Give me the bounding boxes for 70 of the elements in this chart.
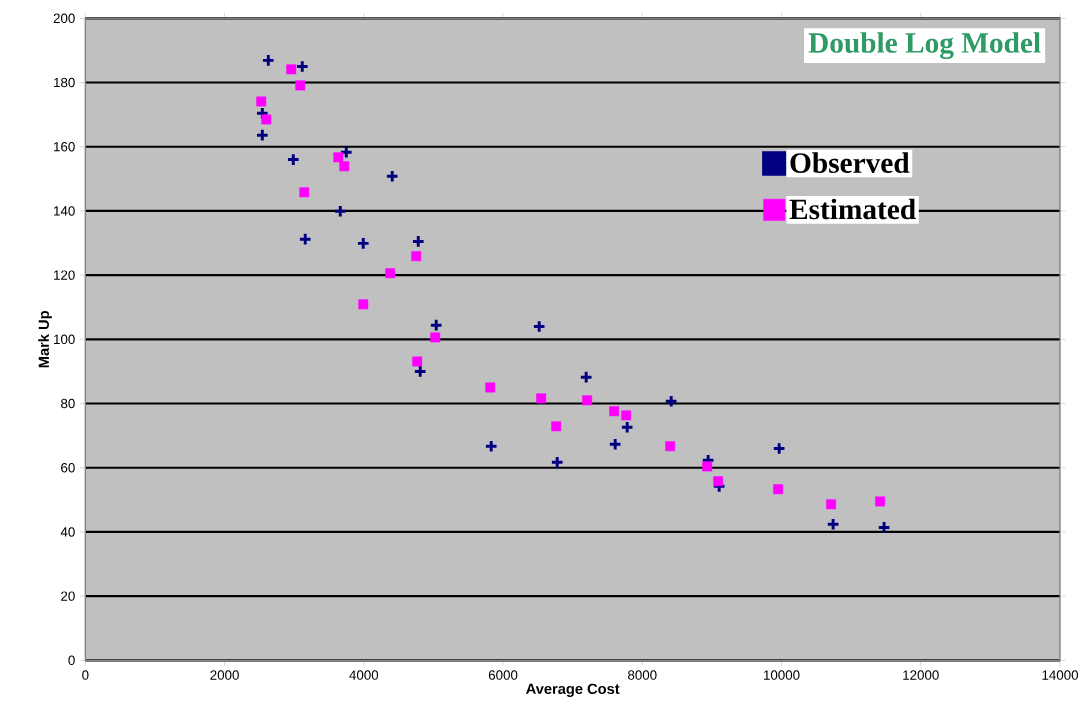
point [356, 236, 371, 251]
x-tick-label: 12000 [903, 670, 939, 680]
point [579, 370, 593, 384]
y-tick-label: 160 [54, 142, 75, 152]
y-tick-label: 140 [54, 206, 75, 216]
point [261, 53, 276, 68]
point [772, 441, 786, 456]
point [333, 204, 348, 219]
point [255, 128, 270, 142]
y-tick-label: 40 [60, 527, 75, 537]
point [411, 234, 426, 249]
point [665, 441, 676, 452]
point [773, 484, 784, 495]
point [875, 496, 886, 507]
point [298, 232, 313, 246]
point [620, 420, 634, 435]
point [536, 393, 547, 404]
point [385, 268, 396, 279]
y-tick-label: 20 [61, 591, 75, 601]
point [702, 461, 713, 472]
x-tick-label: 14000 [1042, 670, 1079, 680]
x-tick-label: 2000 [210, 670, 239, 680]
point [532, 319, 546, 334]
annotation: Double Log Model [808, 32, 1041, 60]
x-tick-label: 4000 [349, 670, 379, 680]
point [826, 517, 840, 532]
point [295, 80, 306, 91]
y-tick-label: 60 [61, 463, 75, 473]
point [299, 187, 310, 198]
point [385, 169, 400, 184]
legend-label: Observed [790, 152, 910, 173]
point [429, 318, 444, 332]
point [608, 437, 623, 452]
y-tick-label: 80 [61, 398, 75, 409]
y-tick-label: 100 [54, 334, 75, 345]
x-tick-label: 8000 [628, 670, 657, 680]
point [877, 520, 891, 535]
point [551, 421, 562, 432]
point [621, 410, 632, 421]
y-tick-label: 180 [54, 77, 75, 88]
x-tick-label: 10000 [764, 670, 800, 680]
x-tick-label: 6000 [488, 670, 518, 680]
point [358, 299, 369, 310]
point [333, 152, 344, 163]
point [550, 455, 565, 470]
point [413, 364, 428, 379]
point [256, 96, 267, 107]
point [484, 439, 499, 454]
legend-label: Estimated [789, 198, 916, 220]
point [713, 476, 724, 487]
point [261, 114, 272, 125]
point [412, 356, 423, 367]
point [664, 394, 678, 409]
point [485, 382, 496, 393]
point [582, 395, 593, 406]
y-tick-label: 120 [54, 270, 75, 280]
y-tick-label: 0 [68, 655, 75, 666]
point [295, 59, 310, 74]
point [286, 152, 301, 167]
point [411, 251, 422, 262]
point [339, 145, 354, 159]
point [609, 406, 620, 417]
point [339, 161, 350, 172]
x-tick-label: 0 [82, 670, 89, 680]
point [430, 332, 441, 343]
point [826, 499, 837, 510]
y-axis-title: Mark Up [38, 311, 52, 368]
y-tick-label: 200 [53, 13, 75, 24]
point [286, 64, 297, 75]
x-axis-title: Average Cost [526, 683, 620, 697]
